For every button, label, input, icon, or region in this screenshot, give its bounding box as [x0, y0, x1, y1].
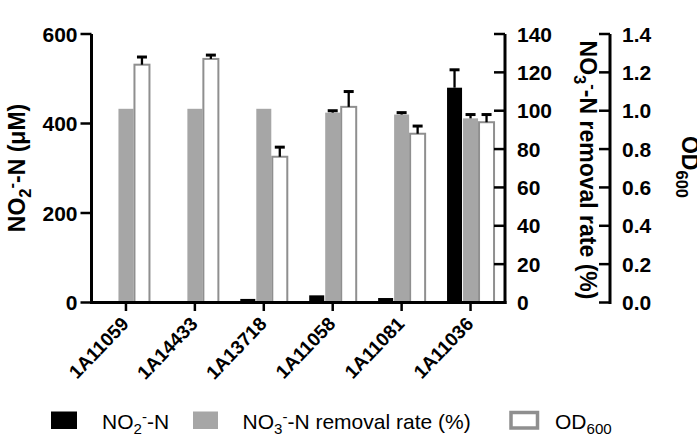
left-tick-label: 600	[42, 23, 77, 46]
od-tick-label: 1.2	[622, 61, 651, 84]
legend-label-1: NO3--N removal rate (%)	[243, 408, 471, 437]
figure: 0 200 400 600 0 20 40 60 80 100 120 140 0.0 0.2 0.4 0.6…	[0, 0, 697, 443]
x-tick-label-1A13718: 1A13718	[202, 313, 271, 383]
bar-series1-1A13718	[256, 109, 271, 303]
bar-series1-1A11059	[118, 109, 133, 303]
x-tick-label-1A11058: 1A11058	[272, 313, 340, 382]
left-tick-label: 200	[42, 202, 77, 225]
od-tick-label: 0.6	[622, 176, 651, 199]
legend-swatch-1	[193, 412, 218, 430]
removal-tick-label: 100	[517, 99, 552, 122]
removal-tick-label: 60	[517, 176, 540, 199]
legend-label-0: NO2--N	[102, 408, 169, 437]
bar-series2-1A13718	[272, 157, 287, 303]
bar-series1-1A11058	[325, 113, 340, 303]
bar-chart: 0 200 400 600 0 20 40 60 80 100 120 140 0.0 0.2 0.4 0.6…	[0, 0, 697, 443]
x-tick-label-1A11059: 1A11059	[65, 313, 133, 382]
bar-series2-1A11081	[410, 134, 425, 303]
od-tick-label: 0.8	[622, 138, 652, 161]
removal-tick-label: 80	[517, 138, 540, 161]
removal-tick-label: 20	[517, 253, 540, 276]
od-tick-label: 0.0	[622, 291, 651, 314]
left-tick-label: 400	[42, 112, 77, 135]
legend-swatch-0	[51, 412, 77, 430]
bar-series0-1A11036	[447, 88, 462, 303]
bar-series2-1A14433	[203, 59, 218, 303]
od-tick-label: 1.4	[622, 23, 652, 46]
bar-series2-1A11058	[341, 107, 356, 303]
removal-tick-label: 40	[517, 214, 540, 237]
y-axis-od-title: OD600	[672, 136, 697, 198]
od-tick-label: 1.0	[622, 99, 651, 122]
bar-series1-1A14433	[187, 109, 202, 303]
y-axis-removal-title: NO3--N removal rate (%)	[570, 41, 602, 300]
y-axis-left-title: NO2--N (μM)	[2, 104, 34, 232]
od-tick-label: 0.4	[622, 214, 652, 237]
bar-series2-1A11059	[134, 65, 149, 303]
x-tick-label-1A11081: 1A11081	[341, 313, 409, 383]
x-tick-label-1A14433: 1A14433	[133, 313, 202, 383]
bar-series1-1A11036	[463, 118, 478, 302]
x-tick-label-1A11036: 1A11036	[409, 313, 477, 382]
left-tick-label: 0	[66, 291, 78, 314]
removal-tick-label: 140	[517, 23, 552, 46]
bar-series1-1A11081	[394, 115, 409, 303]
bar-series2-1A11036	[479, 122, 494, 302]
removal-tick-label: 0	[517, 291, 529, 314]
legend-label-2: OD600	[555, 410, 612, 437]
od-tick-label: 0.2	[622, 253, 651, 276]
legend-swatch-2	[511, 413, 538, 429]
removal-tick-label: 120	[517, 61, 552, 84]
